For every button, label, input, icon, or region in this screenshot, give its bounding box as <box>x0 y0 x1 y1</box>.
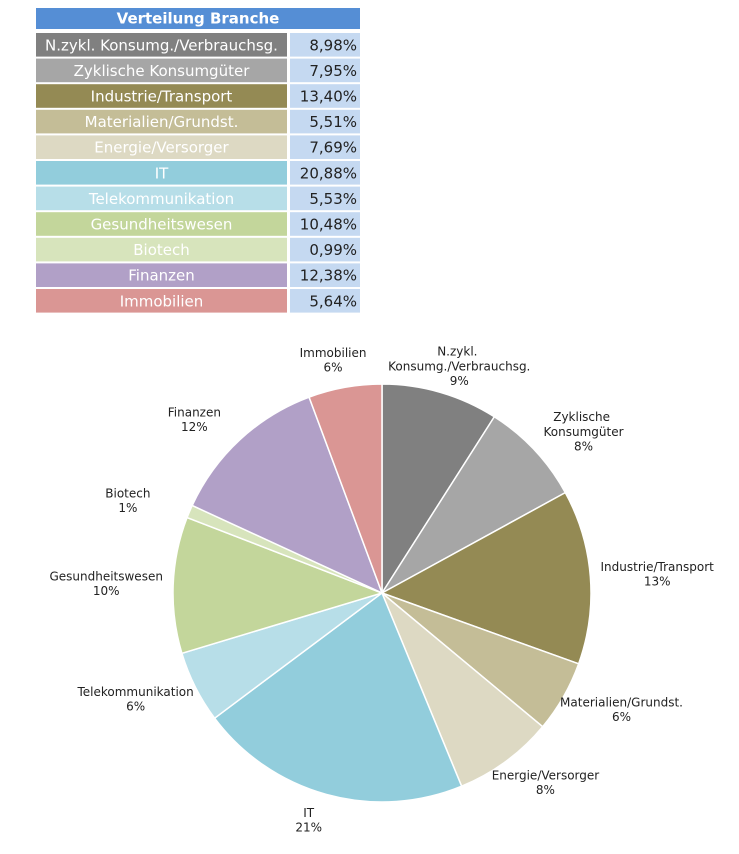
row-label-cell <box>36 33 287 57</box>
row-label-cell <box>36 186 287 211</box>
pie-slice <box>172 516 385 655</box>
slice-label: Gesundheitswesen <box>49 569 162 583</box>
row-value-cell <box>290 109 360 134</box>
row-label: Materialien/Grundst. <box>85 113 239 131</box>
row-label: Zyklische Konsumgüter <box>74 62 251 80</box>
slice-value-label: 8% <box>574 439 593 453</box>
row-value: 5,64% <box>309 292 357 310</box>
row-label: Immobilien <box>120 292 204 310</box>
table-title: Verteilung Branche <box>117 10 280 28</box>
row-label-cell <box>36 161 287 185</box>
slice-value-label: 21% <box>295 821 322 835</box>
pie-slice <box>213 591 463 803</box>
row-label-cell <box>36 109 287 134</box>
row-value-cell <box>290 237 360 262</box>
slice-label: Zyklische Konsumgüter <box>544 409 624 438</box>
row-label-cell <box>36 135 287 159</box>
row-value-cell <box>290 58 360 83</box>
row-label: Gesundheitswesen <box>91 216 233 234</box>
row-label-cell <box>36 84 287 108</box>
row-value-cell <box>290 135 360 159</box>
slice-value-label: 6% <box>612 710 631 724</box>
row-value-cell <box>290 33 360 57</box>
slice-label: Telekommunikation <box>76 684 193 698</box>
slice-value-label: 1% <box>118 501 137 515</box>
slice-label: Immobilien <box>300 346 367 360</box>
row-label: N.zykl. Konsumg./Verbrauchsg. <box>45 36 278 54</box>
row-value-cell <box>290 263 360 287</box>
row-label: Industrie/Transport <box>91 88 233 106</box>
row-value: 7,95% <box>309 62 357 80</box>
row-label-cell <box>36 212 287 236</box>
row-value: 10,48% <box>300 216 357 234</box>
slice-value-label: 6% <box>126 699 145 713</box>
row-value-cell <box>290 186 360 211</box>
row-value: 13,40% <box>300 88 357 106</box>
row-value-cell <box>290 289 360 313</box>
row-value: 5,51% <box>309 113 357 131</box>
slice-label: Finanzen <box>168 405 221 419</box>
slice-value-label: 10% <box>93 584 120 598</box>
row-label: IT <box>155 164 169 182</box>
pie-slice <box>380 491 592 665</box>
row-value-cell <box>290 84 360 108</box>
row-label: Finanzen <box>128 267 195 285</box>
slice-value-label: 9% <box>450 374 469 388</box>
row-label-cell <box>36 263 287 287</box>
row-value: 5,53% <box>309 190 357 208</box>
row-label: Telekommunikation <box>88 190 234 208</box>
table-header <box>36 8 360 29</box>
row-value: 8,98% <box>309 36 357 54</box>
slice-label: Energie/Versorger <box>492 768 600 782</box>
row-label-cell <box>36 289 287 313</box>
pie-slice <box>191 396 384 595</box>
row-label-cell <box>36 237 287 262</box>
slice-value-label: 13% <box>644 575 671 589</box>
slice-label: N.zykl. Konsumg./Verbrauchsg. <box>388 344 530 373</box>
row-value: 7,69% <box>309 139 357 157</box>
slice-value-label: 12% <box>181 420 208 434</box>
slice-label: Materialien/Grundst. <box>560 695 683 709</box>
slice-value-label: 6% <box>324 361 343 375</box>
row-value: 12,38% <box>300 267 357 285</box>
slice-label: Biotech <box>105 486 150 500</box>
row-label: Biotech <box>133 241 190 259</box>
row-label: Energie/Versorger <box>94 139 229 157</box>
pie-slice <box>308 383 383 594</box>
row-value: 20,88% <box>300 164 357 182</box>
row-value-cell <box>290 212 360 236</box>
pie-slice <box>381 415 567 594</box>
slice-value-label: 8% <box>536 783 555 797</box>
pie-slice <box>381 592 544 788</box>
row-label-cell <box>36 58 287 83</box>
row-value: 0,99% <box>309 241 357 259</box>
slice-label: Industrie/Transport <box>601 560 715 574</box>
pie-slice <box>381 383 496 596</box>
row-value-cell <box>290 161 360 185</box>
slice-label: IT <box>303 806 315 820</box>
